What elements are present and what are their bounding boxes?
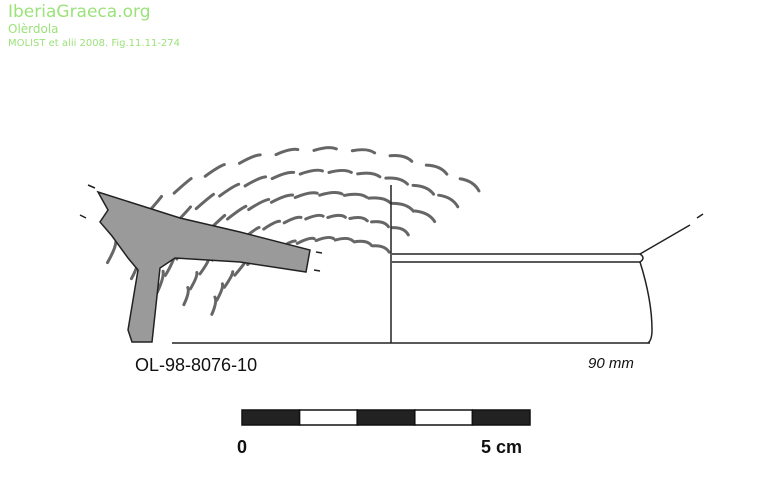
scale-bar xyxy=(241,409,531,426)
decoration-stroke xyxy=(282,215,303,225)
scale-segment xyxy=(471,409,531,426)
decoration-stroke xyxy=(188,270,199,291)
decoration-stroke xyxy=(293,191,319,200)
decoration-stroke xyxy=(198,257,211,276)
decoration-stroke xyxy=(225,204,248,221)
decoration-stroke xyxy=(194,192,215,211)
decoration-stroke xyxy=(270,170,296,181)
section-profile xyxy=(96,190,311,343)
scale-segment xyxy=(356,409,416,426)
decoration-stroke xyxy=(203,163,226,178)
scale-segment xyxy=(241,409,301,426)
decoration-stroke xyxy=(172,177,193,195)
decoration-stroke xyxy=(458,177,481,193)
decoration-stroke xyxy=(370,220,390,229)
decoration-stroke xyxy=(215,282,225,302)
decoration-stroke xyxy=(326,213,347,220)
diameter-label: 90 mm xyxy=(588,355,634,372)
decoration-stroke xyxy=(390,201,415,213)
decoration-stroke xyxy=(105,240,118,265)
decoration-stroke xyxy=(222,270,235,289)
decoration-stroke xyxy=(312,146,338,152)
decoration-stroke xyxy=(247,197,271,212)
decoration-stroke xyxy=(243,175,268,188)
decoration-stroke xyxy=(269,193,295,204)
scale-segment xyxy=(414,409,474,426)
decoration-stroke xyxy=(348,215,369,223)
watermark-location: Olèrdola xyxy=(8,22,59,36)
decoration-stroke xyxy=(390,226,410,237)
watermark-site: IberiaGraeca.org xyxy=(8,2,151,22)
decoration-stroke xyxy=(218,182,241,198)
decoration-stroke xyxy=(384,176,409,186)
decoration-stroke xyxy=(356,171,382,179)
decoration-stroke xyxy=(424,163,449,176)
decoration-stroke xyxy=(327,168,353,175)
decoration-stroke xyxy=(367,196,393,205)
decoration-stroke xyxy=(371,244,391,254)
decoration-stroke xyxy=(318,191,344,197)
scale-end-label: 5 cm xyxy=(481,437,523,457)
decoration-stroke xyxy=(304,213,325,221)
watermark-reference: MOLIST et alii 2008. Fig.11.11-274 xyxy=(8,38,181,49)
decoration-stroke xyxy=(350,148,377,155)
decoration-stroke xyxy=(413,209,437,224)
decoration-stroke xyxy=(210,295,218,316)
object-code: OL-98-8076-10 xyxy=(135,355,258,375)
decoration-stroke xyxy=(298,168,324,176)
scale-start-label: 0 xyxy=(237,437,248,457)
decoration-stroke xyxy=(333,236,355,243)
decoration-stroke xyxy=(274,147,300,157)
decoration-stroke xyxy=(388,154,414,163)
decoration-stroke xyxy=(411,183,436,196)
decoration-strokes xyxy=(105,146,481,316)
decoration-stroke xyxy=(295,236,316,245)
decoration-stroke xyxy=(237,153,262,165)
decoration-stroke xyxy=(262,219,281,231)
decoration-stroke xyxy=(314,235,336,243)
scale-segment xyxy=(298,409,358,426)
decoration-stroke xyxy=(352,239,374,247)
decoration-stroke xyxy=(182,286,190,307)
decoration-stroke xyxy=(437,193,460,209)
decoration-stroke xyxy=(342,192,369,199)
